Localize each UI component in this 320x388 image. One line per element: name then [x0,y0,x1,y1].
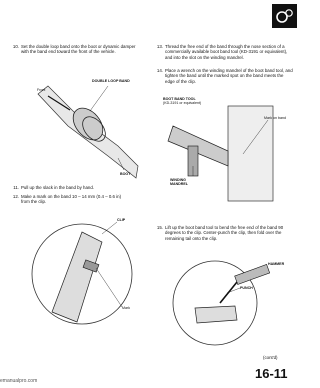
step-text: Place a wrench on the winding mandrel of… [165,68,293,84]
step-text: Thread the free end of the band through … [165,44,288,60]
figure-3 [167,105,274,202]
figure-label: Mark [122,306,130,310]
section-icon [272,4,297,28]
step-text: Pull up the slack in the band by hand. [21,185,94,190]
figure-label: WINDING MANDREL [170,178,188,186]
watermark: emanualpro.com [0,378,38,384]
step-number: 12. [12,194,19,199]
figure-label: (KD-3191 or equivalent) [163,101,202,105]
step-text: Lift up the boot band tool to bend the f… [165,225,284,241]
page: {"steps": [ {"number": "10.", "text": "S… [0,4,297,384]
figure-label: Mark on band [264,116,286,120]
figure-label: HAMMER [268,262,285,266]
figure-label: PUNCH [240,286,253,290]
step-number: 10. [12,44,19,49]
figure-label: Front [37,88,46,92]
step-number: 14. [156,68,163,73]
figure-label: BOOT BAND TOOL [163,97,196,101]
step-number: 15. [156,225,163,230]
page-number: 16-11 [255,366,288,381]
figure-2 [31,221,133,325]
figure-label: CLIP [117,218,126,222]
step-text: Set the double loop band onto the boot o… [21,44,136,55]
figure-label: DOUBLE LOOP BAND [92,79,130,83]
step-text: Make a mark on the band 10 – 14 mm (0.4 … [21,194,122,205]
figure-label: BOOT [120,172,131,176]
continued-note: (cont'd) [263,355,278,360]
step-number: 11. [13,185,19,190]
figure-4 [172,260,271,346]
figure-1 [37,85,139,179]
step-number: 13. [156,44,163,49]
